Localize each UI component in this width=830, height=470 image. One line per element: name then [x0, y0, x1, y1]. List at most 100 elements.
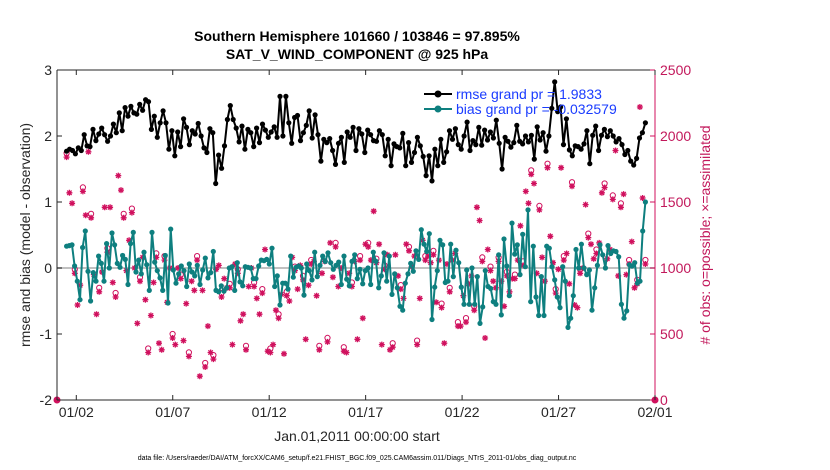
- rmse-point: [90, 126, 96, 132]
- bias-point: [325, 250, 331, 256]
- plot-area: [53, 70, 659, 404]
- bias-point: [426, 231, 432, 237]
- obs-count-marker: [484, 246, 491, 253]
- obs-assimilated-star: [574, 304, 581, 311]
- obs-count-marker: [237, 317, 244, 324]
- rmse-point: [192, 131, 198, 137]
- rmse-point: [216, 152, 222, 158]
- obs-count-marker: [642, 256, 649, 267]
- obs-count-marker: [316, 342, 323, 353]
- rmse-point: [423, 173, 429, 179]
- rmse-point: [157, 120, 163, 126]
- obs-assimilated-star: [305, 282, 312, 289]
- obs-assimilated-star: [593, 250, 600, 257]
- rmse-point: [306, 108, 312, 114]
- obs-count-marker: [617, 200, 625, 211]
- obs-assimilated-star: [237, 317, 244, 324]
- obs-assimilated-star: [79, 188, 86, 195]
- obs-assimilated-star: [639, 195, 646, 201]
- obs-assimilated-star: [438, 304, 445, 311]
- rmse-point: [505, 138, 511, 144]
- obs-count-marker: [332, 239, 339, 250]
- obs-assimilated-star: [82, 212, 89, 219]
- bias-point: [128, 241, 134, 247]
- rmse-point: [353, 147, 359, 154]
- rmse-point: [110, 121, 116, 127]
- obs-assimilated-star: [406, 247, 412, 254]
- bias-point: [461, 301, 467, 307]
- obs-assimilated-star: [381, 266, 388, 273]
- obs-count-marker: [487, 263, 494, 274]
- bias-point: [98, 260, 104, 266]
- obs-assimilated-star: [397, 286, 404, 293]
- rmse-point: [461, 133, 467, 139]
- bias-point: [538, 274, 544, 280]
- rmse-point: [619, 142, 625, 148]
- rmse-point: [294, 112, 301, 119]
- obs-count-marker: [118, 187, 124, 194]
- bias-point: [357, 266, 363, 272]
- rmse-point: [359, 131, 365, 137]
- obs-assimilated-star: [416, 295, 423, 302]
- bias-point: [568, 315, 574, 321]
- obs-count-marker: [392, 251, 399, 258]
- rmse-point: [625, 147, 631, 154]
- obs-count-marker: [528, 167, 535, 178]
- bias-point: [96, 253, 102, 259]
- obs-assimilated-star: [185, 353, 192, 360]
- rmse-point: [332, 161, 339, 167]
- rmse-point: [251, 144, 257, 150]
- obs-assimilated-star: [395, 272, 402, 279]
- x-tick-label: 01/22: [445, 404, 480, 420]
- rmse-point: [163, 120, 169, 126]
- bias-point: [354, 276, 360, 282]
- bias-point: [314, 274, 320, 280]
- bias-point: [448, 241, 454, 247]
- obs-assimilated-star: [563, 250, 570, 257]
- obs-assimilated-star: [628, 238, 635, 245]
- obs-assimilated-star: [251, 283, 258, 290]
- obs-assimilated-star: [188, 278, 195, 285]
- bias-point: [85, 268, 91, 274]
- obs-count-marker: [188, 278, 195, 285]
- rmse-point: [277, 93, 283, 99]
- bias-point: [256, 263, 262, 269]
- obs-count-marker: [126, 237, 133, 244]
- obs-assimilated-star: [240, 311, 247, 318]
- bias-point: [589, 307, 595, 313]
- obs-count-marker: [272, 307, 279, 314]
- obs-count-marker: [598, 189, 605, 196]
- obs-count-marker: [444, 261, 450, 267]
- obs-count-marker: [536, 202, 543, 213]
- bias-point: [173, 280, 179, 286]
- bias-point: [224, 285, 230, 291]
- bias-point: [77, 297, 83, 303]
- obs-assimilated-star: [115, 172, 122, 179]
- rmse-point: [601, 126, 608, 132]
- legend-rmse-marker: [434, 90, 442, 98]
- bias-point: [272, 283, 278, 290]
- bias-point: [304, 261, 310, 267]
- obs-count-marker: [416, 295, 423, 302]
- rmse-point: [166, 146, 172, 152]
- obs-count-marker: [465, 280, 472, 287]
- bias-point: [122, 256, 128, 262]
- bias-point: [602, 265, 609, 271]
- rmse-point: [148, 126, 154, 132]
- obs-assimilated-star: [112, 294, 119, 300]
- rmse-point: [417, 143, 423, 149]
- bias-point: [312, 249, 318, 255]
- rmse-point: [87, 144, 93, 150]
- bias-point: [365, 265, 371, 271]
- rmse-point: [432, 146, 438, 152]
- obs-count-marker: [395, 272, 402, 279]
- obs-count-marker: [533, 270, 540, 277]
- bias-point: [618, 301, 625, 307]
- bias-point: [410, 268, 416, 274]
- bias-point: [149, 229, 155, 235]
- obs-count-marker: [199, 287, 206, 294]
- obs-assimilated-star: [324, 338, 331, 345]
- obs-count-marker: [346, 270, 353, 277]
- obs-count-marker: [294, 286, 301, 293]
- rmse-point: [227, 103, 233, 109]
